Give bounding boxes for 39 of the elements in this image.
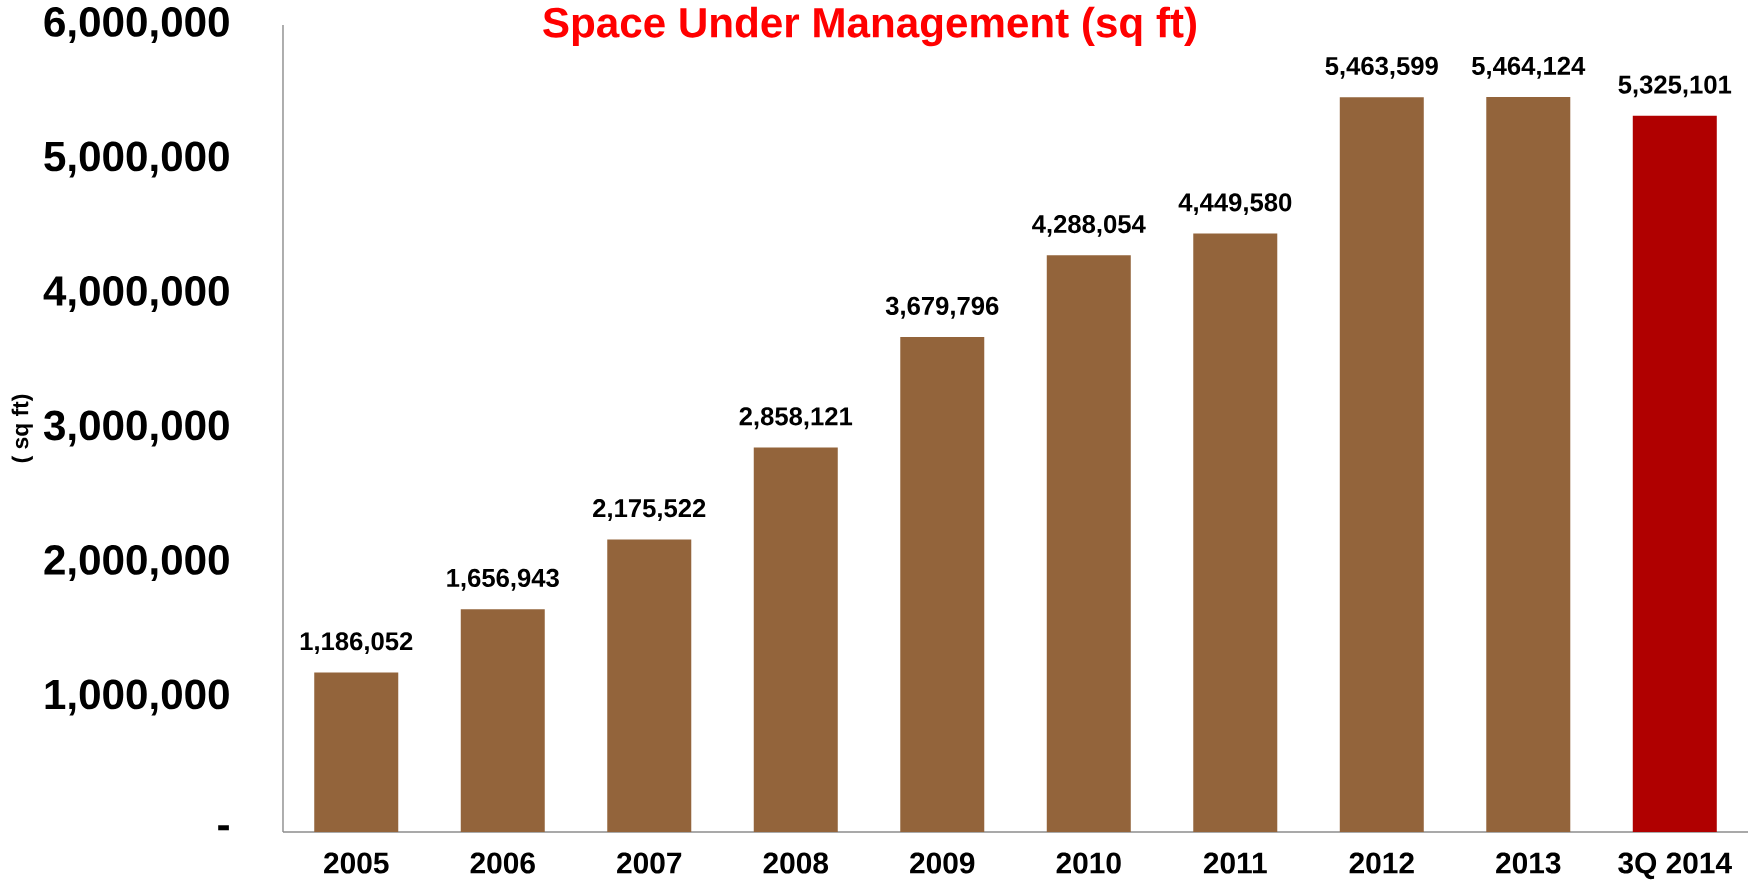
data-label: 3,679,796 bbox=[885, 296, 999, 319]
y-tick-label: 6,000,000 bbox=[44, 7, 229, 43]
x-tick-label: 2007 bbox=[617, 852, 682, 874]
x-tick-label: 2013 bbox=[1496, 852, 1561, 874]
bar bbox=[1193, 233, 1278, 832]
bar bbox=[460, 609, 545, 832]
bar bbox=[607, 539, 692, 832]
bar bbox=[1046, 255, 1131, 832]
x-tick-label: 2012 bbox=[1349, 852, 1414, 874]
bar bbox=[1486, 97, 1571, 832]
data-label: 1,186,052 bbox=[300, 632, 413, 655]
data-label: 5,463,599 bbox=[1325, 56, 1438, 79]
y-tick-label: 5,000,000 bbox=[44, 141, 229, 178]
y-axis-title: ( sq ft) bbox=[11, 394, 33, 463]
x-tick-label: 2008 bbox=[763, 852, 829, 874]
bar bbox=[753, 447, 838, 832]
bar bbox=[1632, 115, 1717, 832]
data-label: 4,288,054 bbox=[1032, 214, 1146, 237]
data-label: 4,449,580 bbox=[1178, 193, 1292, 216]
bar bbox=[900, 337, 985, 832]
y-tick-label: 2,000,000 bbox=[44, 545, 229, 581]
y-tick-label: 1,000,000 bbox=[45, 679, 229, 716]
x-tick-label: 2006 bbox=[470, 852, 535, 874]
data-label: 2,858,121 bbox=[739, 407, 853, 430]
y-tick-label: - bbox=[218, 825, 229, 831]
x-tick-label: 2009 bbox=[910, 852, 975, 874]
data-label: 5,325,101 bbox=[1618, 75, 1732, 98]
data-label: 2,175,522 bbox=[593, 499, 706, 521]
data-label: 5,464,124 bbox=[1471, 56, 1586, 79]
x-tick-label: 3Q 2014 bbox=[1618, 852, 1732, 880]
x-tick-label: 2011 bbox=[1203, 852, 1267, 874]
bar bbox=[314, 672, 399, 832]
x-tick-label: 2005 bbox=[324, 852, 389, 874]
chart-title: Space Under Management (sq ft) bbox=[543, 6, 1196, 47]
y-tick-label: 4,000,000 bbox=[43, 276, 229, 312]
data-label: 1,656,943 bbox=[447, 568, 559, 591]
bar bbox=[1339, 97, 1424, 832]
x-tick-label: 2010 bbox=[1056, 852, 1121, 874]
y-tick-label: 3,000,000 bbox=[43, 410, 229, 447]
